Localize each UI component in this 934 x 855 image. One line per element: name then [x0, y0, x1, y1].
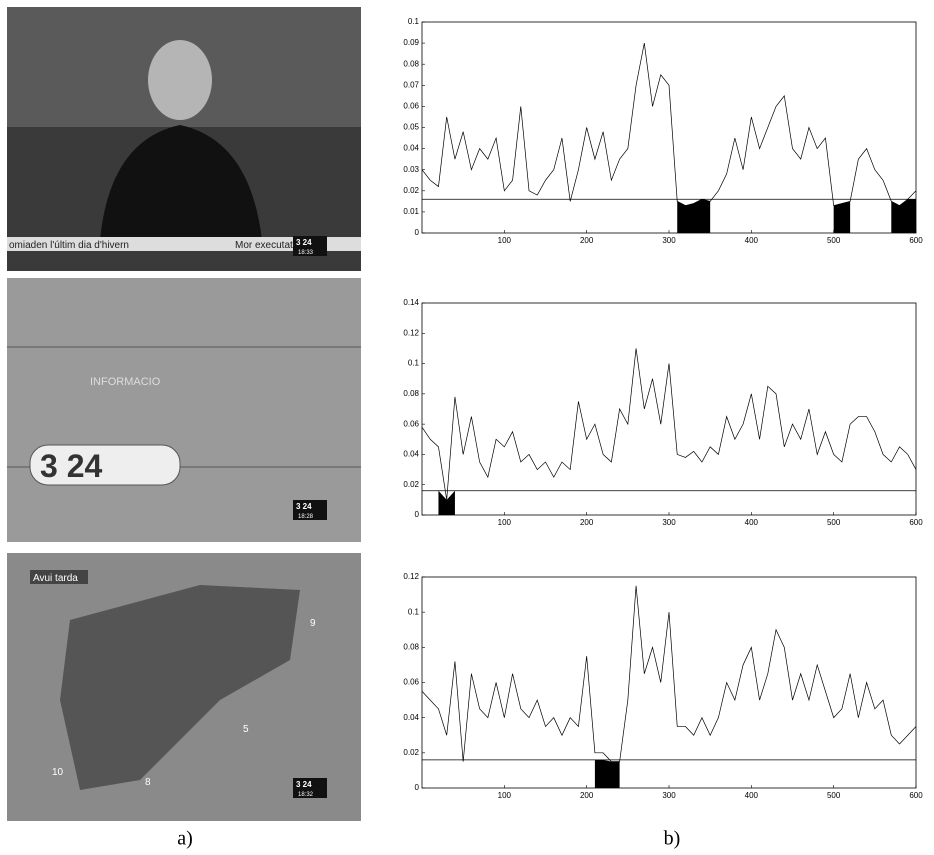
- plot-frame: [421, 302, 917, 516]
- caption: a): [177, 828, 193, 850]
- x-tick-label: 200: [580, 518, 594, 527]
- presenter-head: [148, 40, 212, 120]
- x-tick-label: 100: [498, 236, 512, 245]
- x-tick-label: 400: [745, 791, 759, 800]
- y-tick-label: 0.12: [403, 328, 419, 337]
- logo-big: 3 24: [40, 448, 102, 484]
- logo-box: [293, 500, 327, 520]
- y-tick-label: 0: [415, 510, 420, 519]
- y-tick-label: 0.02: [403, 480, 419, 489]
- label-box: [30, 570, 88, 584]
- y-tick-label: 0.02: [403, 748, 419, 757]
- x-tick-label: 300: [662, 518, 676, 527]
- y-tick-label: 0.06: [403, 419, 419, 428]
- y-tick-label: 0: [415, 783, 420, 792]
- clock: 18:28: [298, 514, 314, 520]
- logo: 3 24: [296, 780, 312, 789]
- y-tick-label: 0.02: [403, 186, 419, 195]
- map-land: [60, 585, 300, 790]
- presenter-body: [100, 125, 262, 240]
- x-tick-label: 200: [580, 236, 594, 245]
- ticker-bar: [7, 237, 361, 251]
- temperature: 10: [52, 767, 64, 778]
- y-tick-label: 0.1: [408, 607, 420, 616]
- x-tick-label: 100: [498, 518, 512, 527]
- y-tick-label: 0.09: [403, 38, 419, 47]
- shaded-region: [594, 759, 620, 788]
- y-tick-label: 0.12: [403, 572, 419, 581]
- x-tick-label: 300: [662, 236, 676, 245]
- y-tick-label: 0.08: [403, 642, 419, 651]
- y-tick-label: 0: [415, 228, 420, 237]
- video-frame: [7, 278, 361, 542]
- y-tick-label: 0.1: [408, 17, 420, 26]
- x-tick-label: 500: [827, 791, 841, 800]
- clock: 18:32: [298, 792, 314, 798]
- data-line: [421, 585, 917, 762]
- shaded-region: [677, 199, 711, 233]
- shaded-region: [891, 199, 916, 233]
- temperature: 8: [145, 777, 151, 788]
- temperature: 9: [310, 618, 316, 629]
- brand-text: INFORMACIO: [90, 376, 161, 388]
- data-line: [421, 43, 917, 207]
- y-tick-label: 0.06: [403, 678, 419, 687]
- logo: 3 24: [296, 238, 312, 247]
- x-tick-label: 400: [745, 518, 759, 527]
- y-tick-label: 0.01: [403, 207, 419, 216]
- caption: b): [664, 828, 681, 850]
- x-tick-label: 600: [909, 791, 923, 800]
- x-tick-label: 300: [662, 791, 676, 800]
- ticker-text: Mor executat a: [235, 240, 302, 251]
- x-tick-label: 400: [745, 236, 759, 245]
- shaded-region: [438, 490, 455, 515]
- x-tick-label: 500: [827, 518, 841, 527]
- logo-badge: [29, 444, 181, 486]
- y-tick-label: 0.07: [403, 80, 419, 89]
- shaded-region: [833, 201, 851, 233]
- y-tick-label: 0.05: [403, 123, 419, 132]
- x-tick-label: 500: [827, 236, 841, 245]
- logo: 3 24: [296, 502, 312, 511]
- weather-label: Avui tarda: [33, 573, 78, 584]
- y-tick-label: 0.14: [403, 298, 419, 307]
- y-tick-label: 0.03: [403, 165, 419, 174]
- ticker-text: omiaden l'últim dia d'hivern: [9, 240, 129, 251]
- y-tick-label: 0.08: [403, 389, 419, 398]
- plot-frame: [421, 21, 917, 234]
- x-tick-label: 600: [909, 236, 923, 245]
- logo-box: [293, 236, 327, 256]
- y-tick-label: 0.04: [403, 450, 419, 459]
- x-tick-label: 600: [909, 518, 923, 527]
- clock: 18:33: [298, 250, 314, 256]
- data-line: [421, 348, 917, 500]
- logo-box: [293, 778, 327, 798]
- temperature: 5: [243, 724, 249, 735]
- y-tick-label: 0.04: [403, 713, 419, 722]
- x-tick-label: 200: [580, 791, 594, 800]
- x-tick-label: 100: [498, 791, 512, 800]
- y-tick-label: 0.1: [408, 359, 420, 368]
- y-tick-label: 0.04: [403, 144, 419, 153]
- y-tick-label: 0.08: [403, 59, 419, 68]
- y-tick-label: 0.06: [403, 102, 419, 111]
